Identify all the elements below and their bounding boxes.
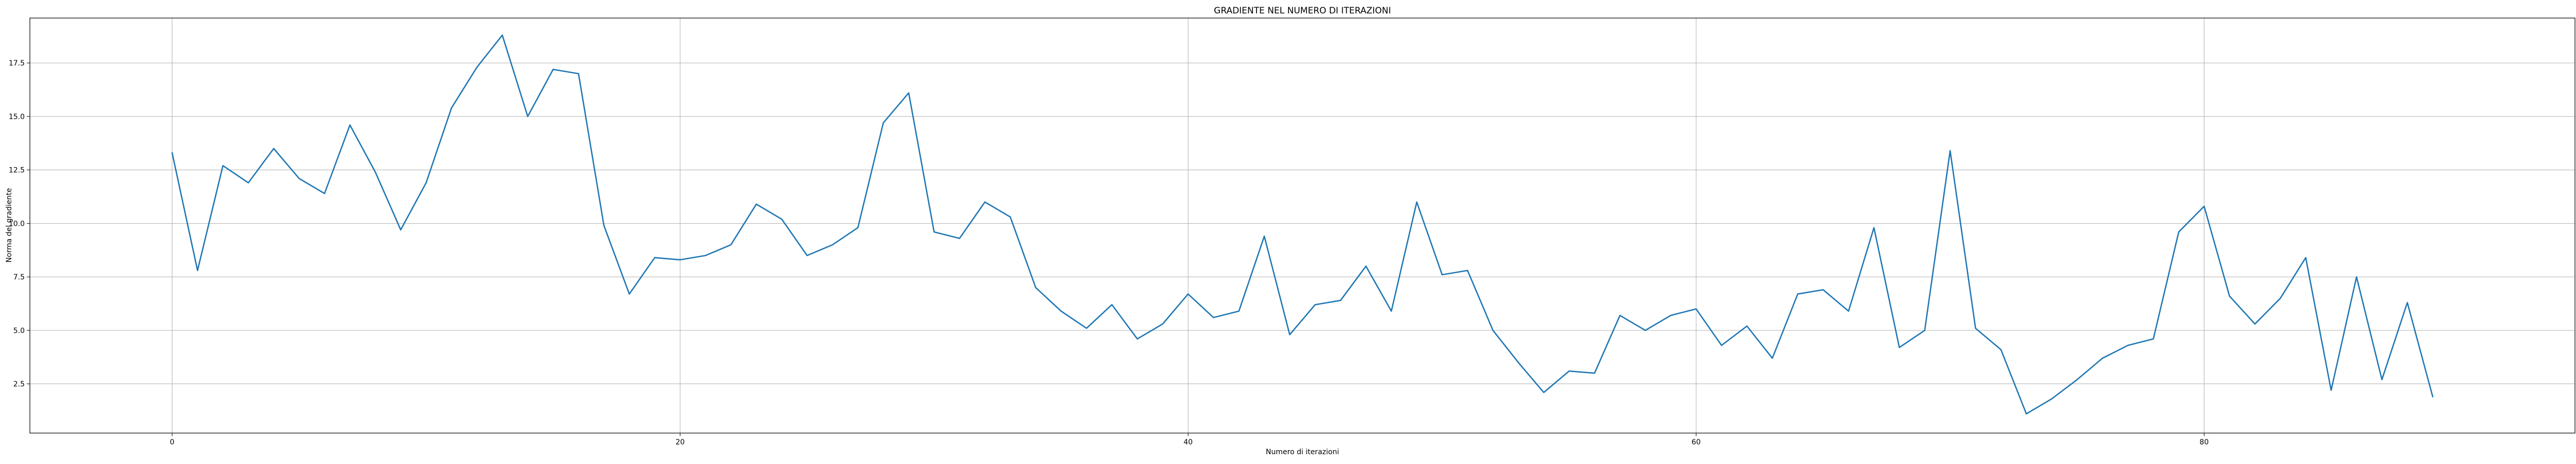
x-axis-ticks: 0 20 40 60 80 [170,433,2209,446]
plot-frame [29,18,2575,434]
x-tick-label: 40 [1183,438,1193,446]
x-tick-label: 80 [2199,438,2209,446]
y-tick-label: 15.0 [9,113,25,121]
x-tick-label: 20 [675,438,685,446]
x-tick-label: 60 [1691,438,1701,446]
x-tick-label: 0 [170,438,175,446]
y-tick-label: 7.5 [13,273,25,281]
y-axis-ticks: 2.5 5.0 7.5 10.0 12.5 15.0 17.5 [9,59,30,389]
series-line [171,34,2434,415]
y-tick-label: 17.5 [9,59,25,68]
y-tick-label: 12.5 [9,167,25,175]
y-tick-label: 5.0 [13,327,25,335]
y-tick-label: 10.0 [9,220,25,228]
y-axis-label: Norma del gradiente [5,188,13,263]
x-axis-label: Numero di iterazioni [1266,448,1339,456]
y-tick-label: 2.5 [13,380,25,389]
chart-title: GRADIENTE NEL NUMERO DI ITERAZIONI [1214,6,1391,16]
grid-lines [30,18,2575,433]
